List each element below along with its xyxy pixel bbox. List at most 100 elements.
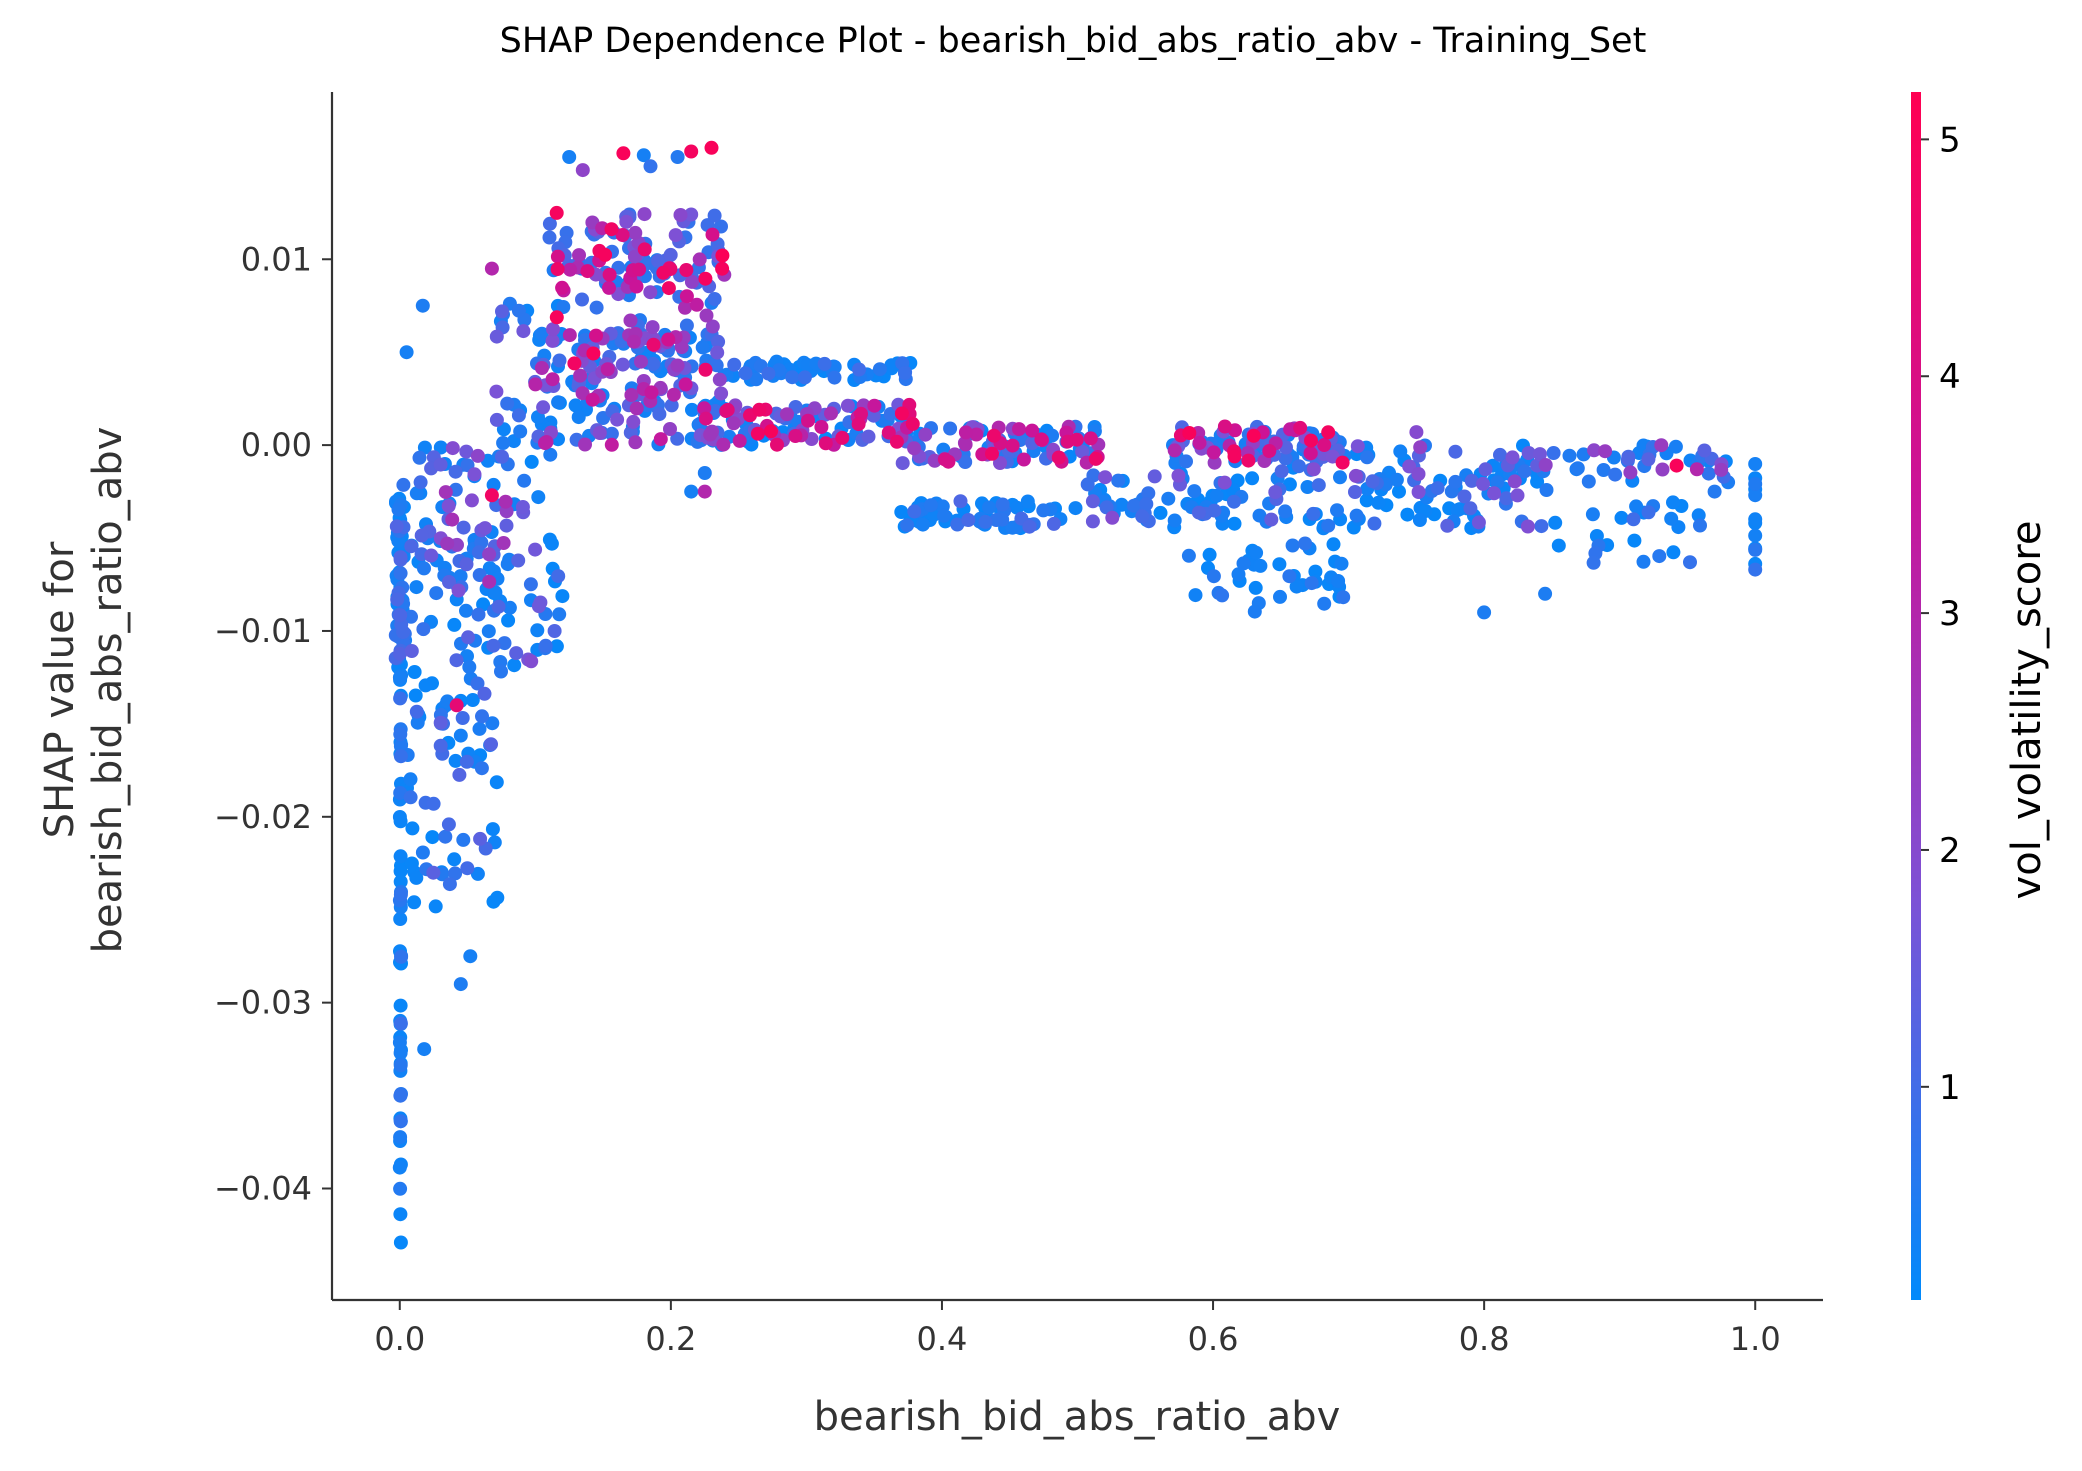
scatter-point (663, 247, 678, 262)
scatter-point (661, 332, 676, 347)
scatter-point (473, 831, 488, 846)
scatter-point (1691, 508, 1706, 523)
scatter-point (1389, 472, 1404, 487)
scatter-point (1098, 470, 1113, 485)
scatter-point (801, 413, 815, 428)
scatter-point (636, 148, 651, 163)
scatter-point (393, 749, 408, 764)
scatter-point (1262, 444, 1277, 458)
scatter-point (907, 504, 922, 519)
scatter-point (993, 456, 1007, 470)
scatter-point (872, 362, 887, 377)
scatter-point (555, 280, 570, 295)
scatter-point (1236, 556, 1251, 571)
scatter-point (1551, 538, 1566, 553)
scatter-point (455, 711, 470, 725)
scatter-point (447, 852, 462, 867)
scatter-point (1412, 513, 1427, 527)
scatter-point (604, 437, 619, 452)
scatter-point (449, 698, 464, 713)
scatter-point (575, 386, 590, 401)
scatter-point (1304, 433, 1318, 448)
scatter-point (445, 512, 460, 527)
scatter-point (661, 281, 676, 296)
scatter-point (1308, 564, 1323, 579)
scatter-point (705, 227, 720, 242)
scatter-point (511, 553, 526, 568)
scatter-point (415, 298, 430, 313)
colorbar-tick-label: 2 (1939, 831, 1961, 871)
scatter-point (1683, 555, 1697, 570)
scatter-point (433, 457, 448, 472)
scatter-point (602, 267, 617, 282)
scatter-point (392, 810, 407, 824)
scatter-point (531, 599, 546, 614)
scatter-point (1507, 474, 1522, 489)
scatter-point (462, 660, 477, 674)
scatter-point (626, 414, 641, 429)
scatter-point (509, 646, 524, 661)
x-tick-label: 0.2 (645, 1320, 696, 1358)
scatter-point (1311, 478, 1326, 493)
scatter-point (1701, 466, 1716, 481)
scatter-point (393, 998, 408, 1013)
scatter-point (474, 761, 489, 776)
scatter-point (1306, 462, 1321, 477)
scatter-point (1413, 440, 1428, 455)
scatter-point (488, 585, 503, 600)
scatter-point (652, 407, 667, 422)
scatter-point (393, 739, 408, 754)
scatter-point (550, 249, 565, 264)
y-axis-label-line-2: bearish_bid_abs_ratio_abv (85, 427, 131, 954)
scatter-point (1510, 488, 1525, 503)
scatter-point (556, 300, 571, 314)
scatter-point (602, 280, 616, 295)
scatter-point (1126, 498, 1141, 513)
scatter-point (426, 865, 441, 880)
scatter-point (415, 845, 430, 860)
colorbar-tick-label: 4 (1939, 357, 1961, 397)
scatter-point (1748, 457, 1763, 471)
scatter-point (982, 500, 996, 515)
scatter-point (453, 569, 468, 584)
scatter-point (517, 473, 532, 488)
scatter-point (986, 428, 1001, 443)
scatter-point (1191, 505, 1206, 520)
scatter-point (404, 644, 419, 658)
scatter-point (562, 150, 577, 164)
scatter-point (615, 357, 630, 372)
scatter-point (1371, 495, 1386, 510)
scatter-point (1748, 477, 1763, 491)
scatter-point (1068, 501, 1083, 516)
scatter-point (1521, 446, 1536, 460)
scatter-point (1348, 468, 1363, 483)
scatter-point (969, 427, 984, 442)
scatter-point (600, 362, 615, 377)
scatter-point (475, 709, 489, 724)
scatter-point (573, 368, 588, 383)
x-tick-label: 1.0 (1730, 1320, 1781, 1358)
colorbar-tick-label: 3 (1939, 594, 1961, 634)
scatter-point (470, 676, 485, 691)
scatter-point (1231, 567, 1246, 582)
scatter-point (552, 353, 567, 368)
scatter-point (1289, 579, 1304, 594)
scatter-point (1520, 519, 1535, 534)
scatter-point (586, 346, 601, 361)
scatter-point (453, 977, 468, 992)
scatter-point (485, 716, 500, 731)
scatter-point (637, 207, 652, 222)
scatter-point (478, 521, 492, 536)
scatter-point (1411, 467, 1426, 481)
scatter-point (567, 356, 582, 371)
scatter-point (448, 753, 463, 768)
scatter-points (388, 140, 1763, 1250)
scatter-point (1034, 432, 1049, 447)
scatter-point (467, 467, 482, 482)
scatter-point (761, 366, 776, 381)
scatter-point (482, 547, 497, 562)
scatter-point (499, 518, 514, 533)
scatter-point (668, 228, 683, 243)
scatter-point (410, 715, 425, 730)
